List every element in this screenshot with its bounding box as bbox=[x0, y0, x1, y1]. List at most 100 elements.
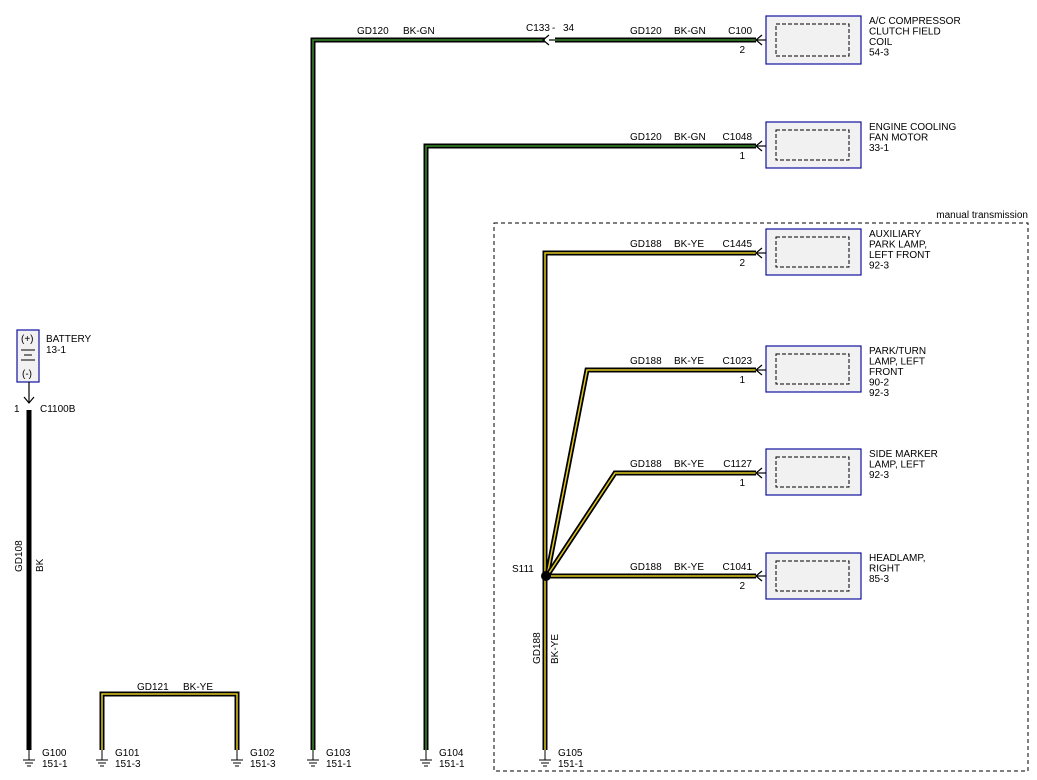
component-label-line: FAN MOTOR bbox=[869, 133, 928, 144]
ground-ref: 151-1 bbox=[326, 759, 352, 770]
component-label-line: 33-1 bbox=[869, 143, 889, 154]
ground-name: G104 bbox=[439, 748, 464, 759]
wire-gd121 bbox=[99, 691, 240, 750]
ground-name: G103 bbox=[326, 748, 351, 759]
wire-circuit: GD188 bbox=[630, 459, 662, 470]
wire-color: BK-YE bbox=[674, 459, 704, 470]
wire-circuit: GD188 bbox=[630, 239, 662, 250]
inline-connector-c133: C133 - 34 bbox=[526, 23, 575, 46]
component-label-line: LEFT FRONT bbox=[869, 250, 930, 261]
connector-name: C1041 bbox=[723, 562, 753, 573]
component-inner bbox=[775, 236, 850, 268]
ground-ref: 151-1 bbox=[439, 759, 465, 770]
connector-name: C1445 bbox=[723, 239, 753, 250]
wire-park-turn-lamp bbox=[544, 367, 756, 577]
component-label-line: CLUTCH FIELD bbox=[869, 27, 941, 38]
battery-ref: 13-1 bbox=[46, 345, 66, 356]
battery-connector: C1100B bbox=[40, 404, 76, 415]
grounds: G100151-1G101151-3G102151-3G103151-1G104… bbox=[23, 748, 584, 770]
ground-name: G100 bbox=[42, 748, 67, 759]
splice-down-color: BK-YE bbox=[550, 634, 561, 664]
component-box bbox=[765, 345, 862, 393]
component-label-line: LAMP, LEFT bbox=[869, 357, 925, 368]
connector-name: C1048 bbox=[723, 132, 753, 143]
wire-color: BK-GN bbox=[674, 26, 706, 37]
component-label-line: SIDE MARKER bbox=[869, 449, 938, 460]
ground-name: G105 bbox=[558, 748, 583, 759]
c133-name: C133 bbox=[526, 23, 550, 34]
wire-color: BK-YE bbox=[674, 562, 704, 573]
wire-color: BK-YE bbox=[674, 239, 704, 250]
component-label-line: AUXILIARY bbox=[869, 229, 921, 240]
wire-color: BK-GN bbox=[674, 132, 706, 143]
connector-pin: 1 bbox=[739, 375, 745, 386]
wire-cooling-fan bbox=[423, 143, 756, 750]
ground-ref: 151-1 bbox=[42, 759, 68, 770]
component-box bbox=[765, 448, 862, 496]
ground-name: G101 bbox=[115, 748, 140, 759]
component-label-line: 92-3 bbox=[869, 261, 889, 272]
connector-pin: 2 bbox=[739, 581, 745, 592]
connector-name: C1023 bbox=[723, 356, 753, 367]
component-inner bbox=[775, 560, 850, 592]
battery-box bbox=[16, 329, 40, 383]
component-label-line: PARK LAMP, bbox=[869, 240, 927, 251]
splice-s111-label: S111 bbox=[512, 564, 534, 575]
component-label-line: 92-3 bbox=[869, 388, 889, 399]
component-inner bbox=[775, 23, 850, 57]
wire-side-marker-lamp bbox=[544, 470, 756, 578]
component-box bbox=[765, 552, 862, 600]
connector-pin: 2 bbox=[739, 45, 745, 56]
c133-sep: - bbox=[552, 23, 555, 34]
component-inner bbox=[775, 353, 850, 385]
connector-name: C100 bbox=[728, 26, 752, 37]
jumper-circuit: GD121 bbox=[137, 682, 169, 693]
component-label-line: HEADLAMP, bbox=[869, 553, 926, 564]
c133-pin: 34 bbox=[563, 23, 575, 34]
battery-plus: (+) bbox=[21, 334, 34, 345]
ground-name: G102 bbox=[250, 748, 275, 759]
ground-ref: 151-3 bbox=[115, 759, 141, 770]
connector-pin: 1 bbox=[739, 151, 745, 162]
splice-down-circuit: GD188 bbox=[532, 632, 543, 664]
gd108-color: BK bbox=[35, 558, 46, 572]
ground-ref: 151-3 bbox=[250, 759, 276, 770]
battery: (+) (-) BATTERY 13-1 1 C1100B bbox=[14, 329, 92, 415]
wire-circuit: GD188 bbox=[630, 356, 662, 367]
gd108-circuit: GD108 bbox=[14, 540, 25, 572]
connector-pin: 1 bbox=[739, 478, 745, 489]
component-label-line: 92-3 bbox=[869, 470, 889, 481]
component-inner bbox=[775, 129, 850, 161]
component-box bbox=[765, 121, 862, 169]
manual-transmission-region bbox=[493, 222, 1029, 772]
connector-pin: 2 bbox=[739, 258, 745, 269]
connector-name: C1127 bbox=[723, 459, 752, 470]
wire-circuit: GD120 bbox=[630, 26, 662, 37]
component-label-line: A/C COMPRESSOR bbox=[869, 16, 961, 27]
ac-wire-color: BK-GN bbox=[403, 26, 435, 37]
component-box bbox=[765, 15, 862, 65]
component-label-line: LAMP, LEFT bbox=[869, 460, 925, 471]
ground-ref: 151-1 bbox=[558, 759, 584, 770]
jumper-color: BK-YE bbox=[183, 682, 213, 693]
region-label: manual transmission bbox=[936, 210, 1028, 221]
component-label-line: FRONT bbox=[869, 367, 903, 378]
ac-wire-circuit: GD120 bbox=[357, 26, 389, 37]
wire-ac-compressor bbox=[310, 37, 756, 750]
splice-s111-dot bbox=[541, 571, 551, 581]
battery-title: BATTERY bbox=[46, 334, 92, 345]
component-label-line: 54-3 bbox=[869, 48, 889, 59]
